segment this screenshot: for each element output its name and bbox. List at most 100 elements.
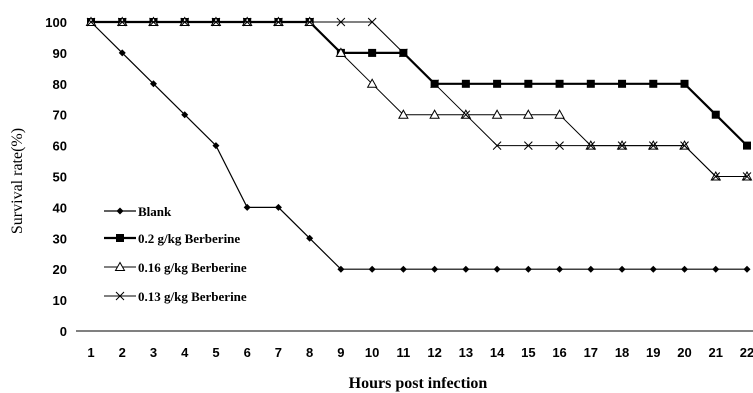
legend-item: 0.16 g/kg Berberine [104, 260, 247, 275]
legend-item: 0.13 g/kg Berberine [104, 289, 247, 304]
marker-stroke [117, 17, 127, 27]
x-tick-label: 16 [552, 345, 566, 360]
data-point-marker [335, 47, 347, 57]
series-2 [85, 16, 753, 181]
x-tick-label: 15 [521, 345, 535, 360]
y-tick-label: 10 [53, 293, 67, 308]
x-tick-label: 22 [740, 345, 753, 360]
data-point-marker [336, 17, 346, 27]
data-point-marker [149, 80, 157, 88]
marker-stroke [461, 110, 471, 120]
data-point-marker [116, 207, 124, 215]
legend-item: 0.2 g/kg Berberine [104, 231, 240, 246]
marker-stroke [617, 141, 627, 150]
x-tick-label: 10 [365, 345, 379, 360]
data-point-marker [649, 79, 658, 88]
x-tick-label: 12 [427, 345, 441, 360]
data-point-marker [399, 48, 408, 58]
data-point-marker [618, 79, 627, 88]
data-point-marker [274, 17, 283, 27]
x-tick-label: 4 [181, 345, 189, 360]
data-point-marker [116, 234, 124, 242]
data-point-marker [399, 265, 407, 273]
data-point-marker [149, 17, 158, 27]
y-tick-label: 0 [60, 324, 67, 339]
marker-stroke [305, 17, 315, 27]
data-point-marker [431, 265, 439, 273]
data-point-marker [681, 265, 689, 273]
x-tick-label: 17 [584, 345, 598, 360]
data-point-marker [711, 110, 720, 119]
marker-stroke [648, 141, 658, 150]
y-tick-label: 90 [53, 46, 67, 61]
marker-stroke [430, 79, 439, 89]
data-point-marker [243, 203, 251, 211]
x-tick-label: 14 [490, 345, 505, 360]
x-tick-label: 8 [306, 345, 313, 360]
data-point-marker [368, 48, 377, 57]
series-line [91, 20, 748, 147]
data-point-marker [368, 265, 376, 273]
data-point-marker [114, 261, 126, 271]
series-1 [87, 18, 751, 150]
legend-label: Blank [138, 204, 172, 219]
legend-label: 0.16 g/kg Berberine [138, 260, 247, 275]
marker-stroke [86, 17, 96, 27]
data-point-marker [743, 141, 751, 150]
data-point-marker [430, 79, 439, 89]
y-axis-title: Survival rate(%) [9, 128, 26, 234]
data-point-marker [586, 141, 596, 150]
x-tick-label: 11 [397, 345, 411, 360]
data-point-marker [493, 265, 501, 273]
series-0 [87, 18, 751, 273]
marker-stroke [115, 291, 125, 301]
marker-stroke [149, 17, 158, 27]
legend-item: Blank [104, 204, 172, 219]
x-tick-label: 18 [615, 345, 629, 360]
data-point-marker [524, 265, 532, 273]
series-3 [86, 17, 752, 181]
marker-stroke [742, 172, 752, 181]
data-point-marker [181, 111, 189, 119]
x-tick-label: 9 [337, 345, 344, 360]
x-tick-label: 21 [709, 345, 723, 360]
data-point-marker [523, 141, 533, 150]
data-point-marker [711, 172, 721, 181]
x-tick-label: 1 [87, 345, 94, 360]
marker-stroke [555, 141, 564, 150]
data-point-marker [491, 109, 503, 119]
data-point-marker [115, 291, 125, 301]
marker-stroke [211, 17, 221, 27]
data-point-marker [337, 265, 345, 273]
x-tick-label: 19 [646, 345, 660, 360]
x-axis-title: Hours post infection [349, 375, 488, 392]
x-tick-label: 2 [119, 345, 126, 360]
data-point-marker [211, 17, 221, 27]
data-point-marker [492, 141, 502, 150]
data-point-marker [117, 17, 127, 27]
data-point-marker [461, 110, 471, 120]
data-point-marker [712, 265, 720, 273]
data-point-marker [212, 142, 220, 150]
marker-stroke [680, 141, 689, 150]
x-tick-labels: 1 2 3 4 5 6 7 8 9 10 11 12 13 14 15 16 17 18 19 20 21 22 [87, 345, 753, 360]
x-tick-label: 13 [459, 345, 473, 360]
data-point-marker [462, 265, 470, 273]
data-point-marker [524, 79, 533, 88]
y-tick-label: 100 [45, 15, 67, 30]
y-tick-label: 80 [53, 77, 67, 92]
data-point-marker [180, 17, 190, 27]
legend-label: 0.2 g/kg Berberine [138, 231, 240, 246]
data-point-marker [274, 203, 282, 211]
data-point-marker [555, 141, 564, 150]
marker-stroke [242, 17, 252, 27]
data-point-marker [118, 49, 126, 57]
marker-stroke [711, 172, 721, 181]
data-point-marker [242, 17, 252, 27]
x-tick-label: 6 [244, 345, 251, 360]
x-tick-label: 7 [275, 345, 282, 360]
data-point-marker [587, 265, 595, 273]
y-tick-label: 70 [53, 108, 67, 123]
data-point-marker [556, 265, 564, 273]
